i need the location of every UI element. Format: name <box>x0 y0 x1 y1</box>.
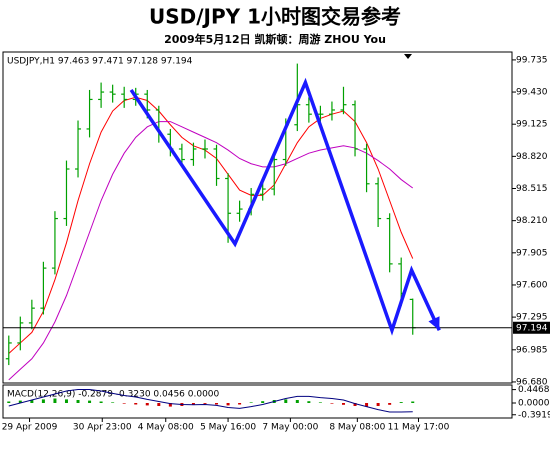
macd-bar <box>157 403 161 406</box>
y-tick-label: 0.0000 <box>518 399 550 409</box>
arrow-head <box>428 316 440 331</box>
y-tick-label: 98.820 <box>516 152 548 162</box>
macd-bar <box>261 401 265 403</box>
macd-bar <box>64 399 68 403</box>
y-tick-label: -0.3919 <box>518 410 550 420</box>
y-tick-label: 0.4468 <box>518 385 550 395</box>
y-tick-label: 96.985 <box>516 345 548 355</box>
macd-bar <box>203 403 207 404</box>
macd-bar <box>99 401 103 403</box>
shift-marker <box>404 54 412 59</box>
macd-bar <box>122 403 126 404</box>
y-tick-label: 99.430 <box>516 88 548 98</box>
macd-bar <box>7 401 11 403</box>
moving-average <box>8 96 414 354</box>
y-tick-label: 96.680 <box>516 377 548 387</box>
macd-bar <box>399 402 403 403</box>
macd-bar <box>318 402 322 403</box>
macd-bar <box>134 403 138 405</box>
price-panel <box>2 51 513 384</box>
macd-bar <box>76 400 80 403</box>
macd-bar <box>215 403 219 405</box>
x-tick-label: 4 May 08:00 <box>138 423 194 433</box>
chart-subtitle: 2009年5月12日 凯斯顿：周游 ZHOU You <box>164 32 386 46</box>
symbol-label: USDJPY,H1 97.463 97.471 97.128 97.194 <box>7 57 193 67</box>
macd-bar <box>284 399 288 403</box>
macd-bar <box>249 402 253 403</box>
y-tick-label: 97.905 <box>516 248 548 258</box>
chart-title: USD/JPY 1小时图交易参考 <box>149 5 401 29</box>
y-tick-label: 98.210 <box>516 216 548 226</box>
macd-bar <box>168 403 172 407</box>
x-tick-label: 11 May 17:00 <box>388 423 450 433</box>
macd-bar <box>341 403 345 405</box>
macd-bar <box>145 403 149 406</box>
y-tick-label: 97.600 <box>516 280 548 290</box>
macd-bar <box>411 401 415 403</box>
x-tick-label: 8 May 08:00 <box>329 423 385 433</box>
macd-bar <box>376 403 380 406</box>
x-tick-label: 29 Apr 2009 <box>2 423 58 433</box>
macd-bar <box>53 398 57 403</box>
y-tick-label: 99.125 <box>516 120 548 130</box>
macd-line <box>8 389 413 413</box>
macd-bar <box>88 400 92 403</box>
macd-bar <box>365 403 369 407</box>
last-price-box <box>513 321 550 334</box>
macd-label: MACD(12,26,9) -0.2879 -0.3230 0.0456 0.0… <box>7 390 220 400</box>
macd-bar <box>18 400 22 403</box>
macd-bar <box>238 403 242 405</box>
macd-bar <box>226 403 230 406</box>
x-tick-label: 7 May 00:00 <box>262 423 318 433</box>
macd-bar <box>388 403 392 405</box>
macd-panel <box>2 384 513 419</box>
macd-bar <box>330 403 334 404</box>
x-tick-label: 30 Apr 23:00 <box>73 423 132 433</box>
last-price-label: 97.194 <box>516 323 548 333</box>
x-tick-label: 5 May 16:00 <box>200 423 256 433</box>
macd-bar <box>111 402 115 403</box>
macd-bar <box>30 400 34 403</box>
macd-bar <box>307 401 311 403</box>
y-tick-label: 98.515 <box>516 184 548 194</box>
macd-bar <box>353 403 357 406</box>
y-tick-label: 97.295 <box>516 313 548 323</box>
zigzag-annotation <box>129 77 441 336</box>
y-tick-label: 99.735 <box>516 55 548 65</box>
moving-average <box>8 121 414 381</box>
macd-bar <box>191 403 195 405</box>
macd-bar <box>41 399 45 403</box>
macd-bar <box>295 400 299 403</box>
